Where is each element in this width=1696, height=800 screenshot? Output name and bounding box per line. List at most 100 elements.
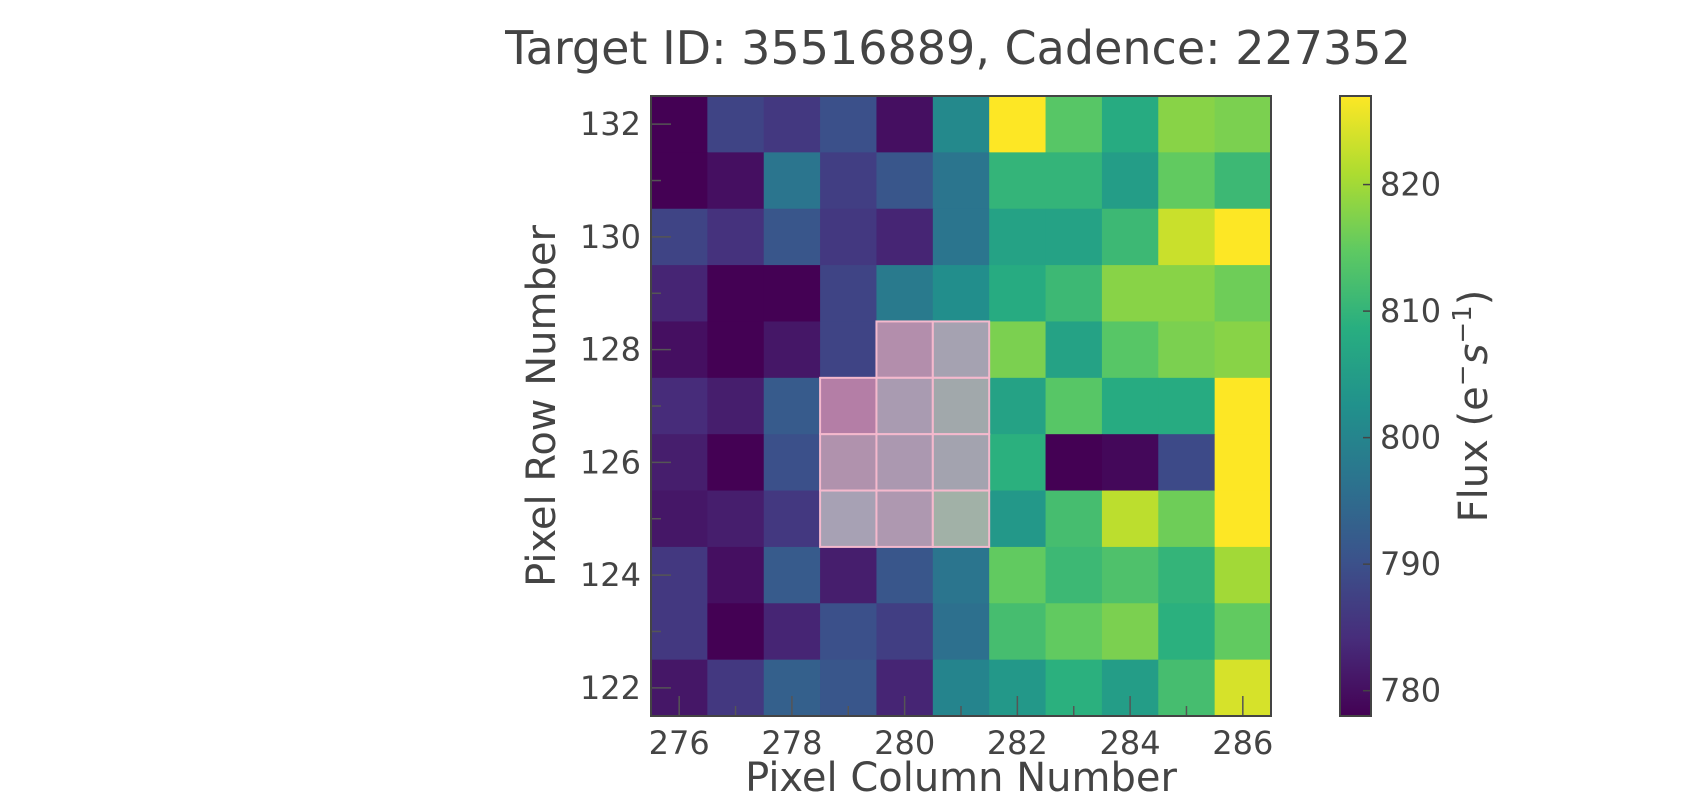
- heatmap-cell: [820, 208, 878, 266]
- aperture-pixel: [931, 320, 991, 379]
- heatmap-cell: [932, 208, 990, 266]
- colorbar-tick-label: 810: [1380, 292, 1441, 330]
- heatmap-cell: [1158, 490, 1216, 548]
- heatmap-cell: [763, 603, 821, 661]
- aperture-pixel: [931, 376, 991, 436]
- colorbar-label-close: ): [1451, 290, 1497, 306]
- heatmap-cell: [1045, 208, 1103, 266]
- heatmap-cell: [707, 603, 765, 661]
- heatmap-cell: [1045, 265, 1103, 323]
- heatmap-cell: [989, 208, 1047, 266]
- x-tick-labels: 276 278 280 282 284 286: [649, 724, 1274, 762]
- aperture-pixel: [875, 489, 934, 548]
- heatmap-cell: [1045, 434, 1103, 492]
- heatmap-cell: [1045, 152, 1103, 210]
- plot-ticks: [651, 123, 1244, 716]
- heatmap-cell: [1045, 546, 1103, 604]
- heatmap-cell: [1214, 546, 1272, 604]
- heatmap-cell: [707, 96, 765, 153]
- heatmap-cell: [1158, 546, 1216, 604]
- heatmap-cell: [820, 603, 878, 661]
- heatmap-cell: [876, 603, 934, 661]
- y-tick-label: 132: [580, 105, 641, 143]
- heatmap-cell: [1101, 603, 1159, 661]
- colorbar-tick-label: 820: [1380, 166, 1441, 204]
- heatmap-cell: [932, 152, 990, 210]
- x-tick-label: 284: [1100, 724, 1161, 762]
- heatmap-cell: [1101, 96, 1159, 153]
- y-axis-label: Pixel Row Number: [519, 225, 565, 587]
- heatmap-cell: [763, 434, 821, 492]
- heatmap-cell: [1158, 96, 1216, 153]
- heatmap-cell: [1214, 603, 1272, 661]
- aperture-pixel: [875, 376, 934, 436]
- aperture-pixel: [819, 433, 878, 492]
- heatmap-cell: [763, 208, 821, 266]
- heatmap-cell: [1214, 96, 1272, 153]
- heatmap-cell: [876, 152, 934, 210]
- heatmap-cell: [1158, 152, 1216, 210]
- heatmap-cell: [932, 603, 990, 661]
- heatmap-cell: [1101, 377, 1159, 435]
- heatmap-cell: [1101, 490, 1159, 548]
- heatmap-cell: [989, 603, 1047, 661]
- heatmap-cell: [1214, 152, 1272, 210]
- heatmap-cell: [820, 546, 878, 604]
- y-tick-labels: 122 124 126 128 130 132: [580, 105, 641, 707]
- heatmap-cell: [1101, 152, 1159, 210]
- heatmap-cell: [989, 434, 1047, 492]
- heatmap-cell: [763, 152, 821, 210]
- heatmap-cell: [1045, 321, 1103, 379]
- heatmap-cell: [820, 96, 878, 153]
- heatmap-cell: [707, 546, 765, 604]
- aperture-pixel: [819, 489, 878, 548]
- heatmap-cell: [707, 377, 765, 435]
- heatmap-cell: [763, 265, 821, 323]
- heatmap-cell: [1214, 377, 1272, 435]
- heatmap-cell: [1101, 208, 1159, 266]
- y-tick-label: 126: [580, 443, 641, 481]
- heatmap-cell: [1158, 377, 1216, 435]
- heatmap-cell: [876, 208, 934, 266]
- heatmap-cell: [707, 208, 765, 266]
- y-tick-label: 124: [580, 556, 641, 594]
- colorbar-ticks: 780 790 800 810 820: [1363, 166, 1441, 710]
- heatmap-cell: [707, 321, 765, 379]
- colorbar-label-text: Flux (e: [1451, 386, 1497, 522]
- heatmap-cell: [1158, 208, 1216, 266]
- aperture-pixel: [931, 489, 991, 548]
- heatmap-cell: [1158, 321, 1216, 379]
- colorbar-label: Flux (e−s−1): [1448, 290, 1497, 523]
- colorbar-label-unit: s: [1451, 344, 1497, 365]
- heatmap-cell: [989, 96, 1047, 153]
- heatmap-cell: [763, 321, 821, 379]
- heatmap-cell: [1101, 546, 1159, 604]
- heatmap-cell: [876, 96, 934, 153]
- aperture-pixel: [875, 433, 934, 492]
- heatmap-cell: [707, 152, 765, 210]
- heatmap-cell: [1214, 321, 1272, 379]
- heatmap-cell: [1101, 265, 1159, 323]
- x-tick-label: 276: [649, 724, 710, 762]
- colorbar-tick-label: 780: [1380, 672, 1441, 710]
- y-tick-label: 122: [580, 669, 641, 707]
- colorbar-tick-label: 790: [1380, 545, 1441, 583]
- heatmap-cell: [1045, 490, 1103, 548]
- heatmap-cell: [1045, 377, 1103, 435]
- heatmap-cell: [707, 434, 765, 492]
- heatmap-cell: [1158, 434, 1216, 492]
- heatmap-cell: [989, 265, 1047, 323]
- heatmap-cell: [763, 96, 821, 153]
- heatmap-cell: [1214, 434, 1272, 492]
- heatmap-cell: [932, 546, 990, 604]
- heatmap-cell: [876, 546, 934, 604]
- heatmap-cell: [1158, 265, 1216, 323]
- aperture-pixel: [819, 376, 878, 436]
- colorbar-label-sup2: −1: [1448, 305, 1478, 343]
- x-tick-label: 286: [1212, 724, 1273, 762]
- x-tick-label: 278: [761, 724, 822, 762]
- heatmap-cell: [1101, 434, 1159, 492]
- x-tick-label: 280: [874, 724, 935, 762]
- plot-frame: [650, 95, 1272, 717]
